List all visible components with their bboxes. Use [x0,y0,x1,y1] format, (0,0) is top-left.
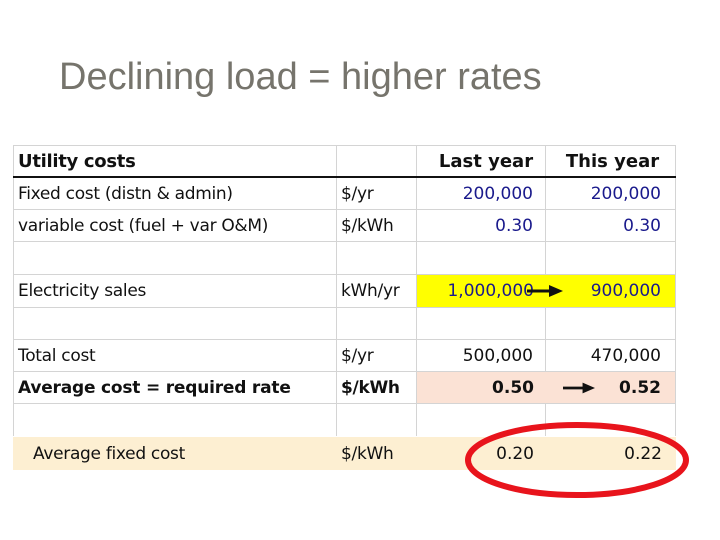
row-label: Average fixed cost [33,443,185,464]
row-label: Average cost = required rate [13,372,337,403]
row-last-year: 0.30 [417,210,546,241]
row-unit: $/kWh [341,443,394,464]
slide-title: Declining load = higher rates [59,56,542,98]
row-label: Electricity sales [13,275,337,307]
table-row-average-fixed-cost: Average fixed cost $/kWh 0.20 0.22 [13,437,676,470]
row-this-year [546,308,676,339]
row-this-year: 470,000 [546,340,676,371]
header-utility-costs: Utility costs [13,146,337,176]
table-header-row: Utility costs Last year This year [13,145,676,178]
row-this-year [546,242,676,274]
row-this-year [546,404,676,436]
row-label: Total cost [13,340,337,371]
row-unit: $/kWh [337,210,417,241]
right-arrow-icon [563,382,595,393]
row-label [13,404,337,436]
row-unit: $/yr [337,178,417,209]
row-unit [337,404,417,436]
row-unit: $/kWh [337,372,417,403]
row-last-year: 0.20 [496,443,534,464]
row-this-year: 900,000 [546,275,676,307]
highlight-ellipse [465,422,689,498]
row-this-year: 0.30 [546,210,676,241]
row-last-year [417,242,546,274]
header-last-year: Last year [417,146,546,176]
row-unit: kWh/yr [337,275,417,307]
row-last-year: 500,000 [417,340,546,371]
table-row-blank [13,404,676,436]
header-this-year: This year [546,146,676,176]
table-row-variable-cost: variable cost (fuel + var O&M) $/kWh 0.3… [13,210,676,242]
row-last-year: 200,000 [417,178,546,209]
row-last-year [417,404,546,436]
row-unit [337,242,417,274]
table-row-total-cost: Total cost $/yr 500,000 470,000 [13,340,676,372]
row-this-year: 200,000 [546,178,676,209]
row-label [13,242,337,274]
row-last-year: 1,000,000 [417,275,546,307]
table-row-blank [13,308,676,340]
header-unit [337,146,417,176]
right-arrow-icon [527,285,563,297]
row-label: variable cost (fuel + var O&M) [13,210,337,241]
table-row-average-cost: Average cost = required rate $/kWh 0.50 … [13,372,676,404]
row-last-year: 0.50 [417,372,546,403]
table-row-electricity-sales: Electricity sales kWh/yr 1,000,000 900,0… [13,275,676,308]
row-unit [337,308,417,339]
row-label [13,308,337,339]
row-unit: $/yr [337,340,417,371]
row-this-year: 0.22 [624,443,662,464]
table-row-fixed-cost: Fixed cost (distn & admin) $/yr 200,000 … [13,178,676,210]
row-last-year [417,308,546,339]
table-row-blank [13,242,676,275]
row-label: Fixed cost (distn & admin) [13,178,337,209]
